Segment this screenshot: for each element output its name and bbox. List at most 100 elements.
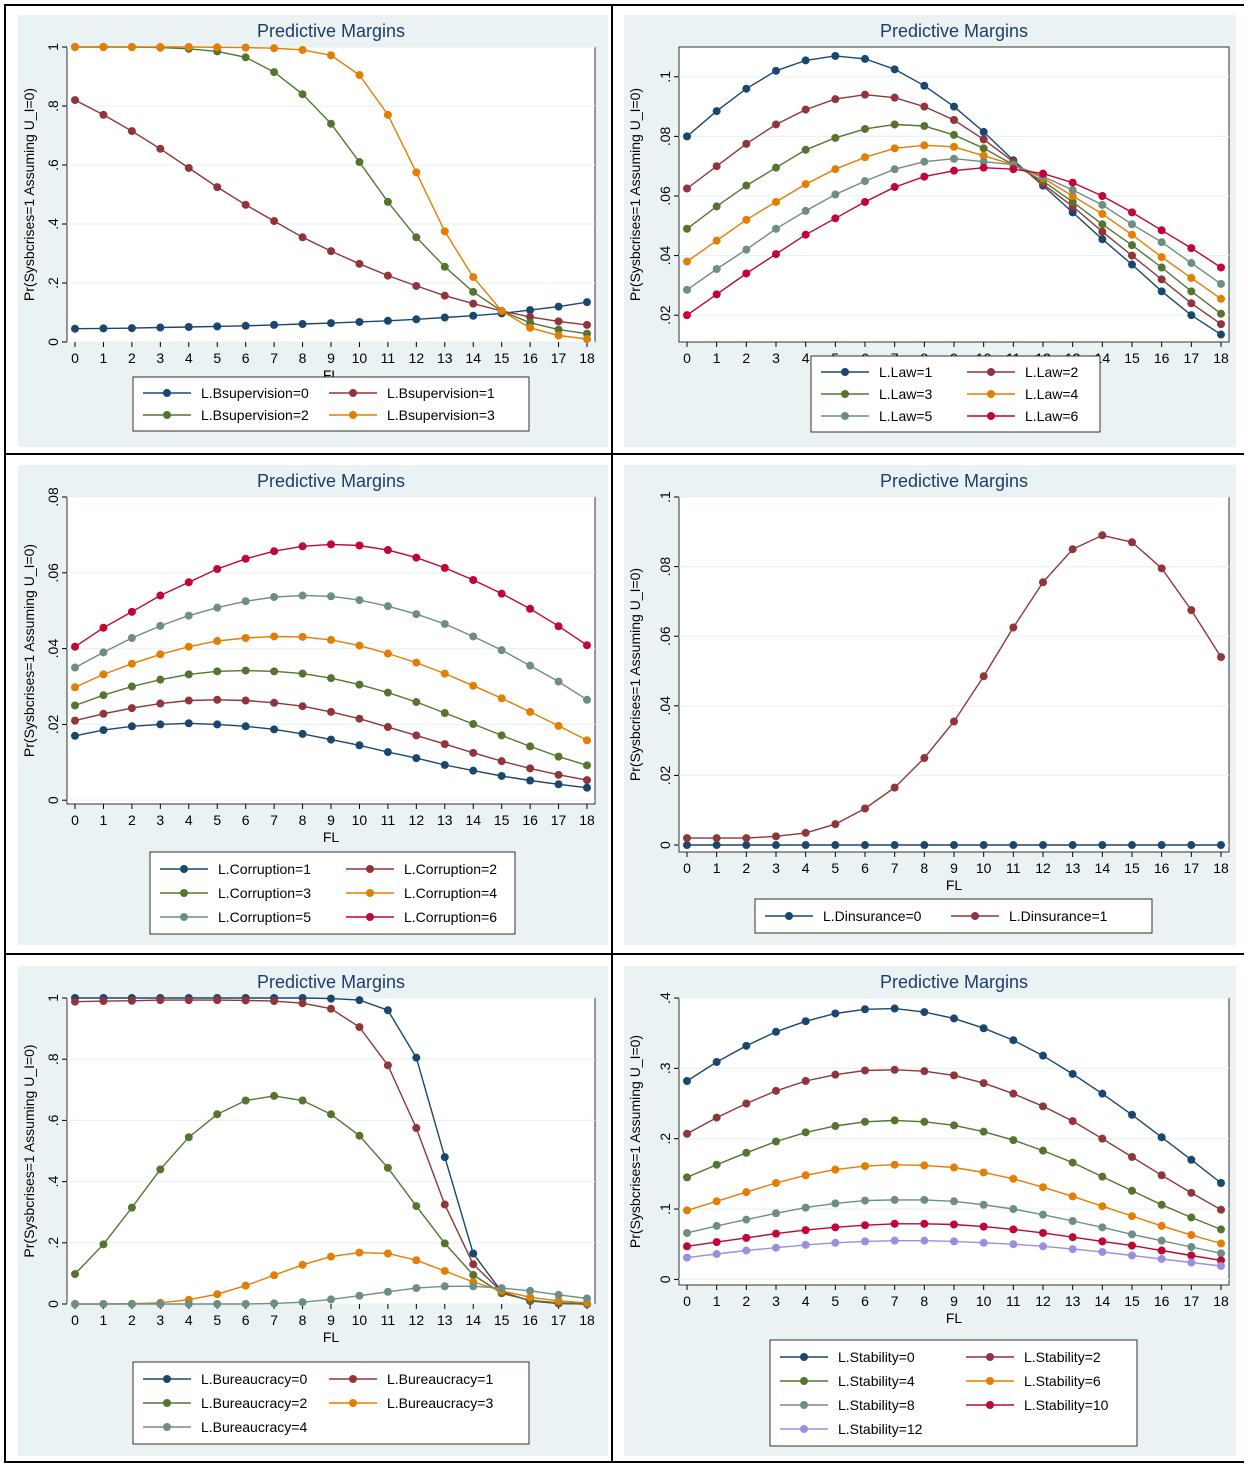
data-point-l-corruption-5: [355, 596, 364, 605]
data-point-l-bsupervision-3: [270, 44, 279, 53]
chart-svg-dinsurance: 0.02.04.06.08.10 1 2 3 4 5 6 7 8 9 10 11 12 13 14 15 16 1…: [624, 465, 1236, 945]
legend-label: L.Corruption=2: [404, 861, 497, 877]
x-tick-label: 18: [1213, 350, 1229, 366]
data-point-l-corruption-2: [99, 709, 108, 718]
chart-svg-bsupervision: 0.2.4.6.810 1 2 3 4 5 6 7 8 9 10 11 12 13 14 15 16 17 18Pr…: [18, 15, 608, 447]
data-point-l-stability-8: [1187, 1243, 1196, 1252]
data-point-l-stability-6: [772, 1179, 780, 1188]
data-point-l-law-5: [772, 224, 780, 233]
data-point-l-law-1: [950, 102, 958, 111]
data-point-l-corruption-1: [127, 722, 136, 731]
y-axis-title: Pr(Sysbcrises=1 Assuming U_I=0): [21, 1044, 37, 1257]
data-point-l-corruption-6: [412, 553, 421, 562]
data-point-l-stability-8: [1039, 1210, 1047, 1219]
legend-key-marker: [163, 411, 171, 419]
data-point-l-law-5: [801, 206, 810, 215]
legend-label: L.Stability=4: [838, 1373, 915, 1389]
data-point-l-law-1: [861, 54, 869, 63]
x-tick-label: 13: [437, 350, 453, 366]
data-point-l-stability-8: [1128, 1230, 1136, 1239]
data-point-l-bsupervision-0: [127, 324, 136, 333]
x-tick-label: 8: [920, 1293, 928, 1309]
data-point-l-stability-6: [1068, 1192, 1077, 1201]
data-point-l-bureaucracy-3: [298, 1260, 307, 1269]
data-point-l-law-4: [1128, 230, 1136, 239]
x-tick-label: 16: [1154, 1293, 1170, 1309]
data-point-l-law-5: [1128, 220, 1136, 229]
data-point-l-bsupervision-3: [184, 43, 193, 51]
data-point-l-corruption-6: [583, 641, 591, 650]
x-tick-label: 11: [1006, 860, 1021, 876]
legend-key-marker: [349, 1375, 357, 1383]
data-point-l-corruption-4: [71, 683, 79, 692]
data-point-l-law-4: [772, 197, 780, 206]
legend-label: L.Bureaucracy=2: [201, 1395, 307, 1411]
data-point-l-dinsurance-1: [1039, 578, 1047, 587]
legend-key-marker: [987, 368, 995, 376]
data-point-l-dinsurance-0: [979, 841, 988, 850]
x-tick-label: 17: [551, 812, 567, 828]
data-point-l-corruption-4: [213, 637, 222, 646]
data-point-l-corruption-5: [213, 603, 222, 612]
data-point-l-dinsurance-1: [801, 828, 810, 837]
x-tick-label: 8: [299, 350, 307, 366]
data-point-l-bsupervision-1: [355, 259, 364, 268]
data-point-l-bureaucracy-2: [469, 1270, 478, 1279]
x-tick-label: 17: [551, 350, 567, 366]
y-tick-label: .2: [45, 1237, 61, 1249]
data-point-l-stability-8: [712, 1221, 721, 1230]
data-point-l-stability-2: [772, 1086, 780, 1095]
x-tick-label: 13: [437, 812, 453, 828]
data-point-l-dinsurance-0: [1068, 841, 1077, 850]
data-point-l-stability-2: [920, 1067, 929, 1076]
data-point-l-law-3: [1128, 241, 1136, 250]
data-point-l-corruption-3: [298, 669, 307, 678]
data-point-l-bsupervision-1: [526, 312, 535, 321]
data-point-l-bsupervision-0: [327, 319, 335, 328]
legend-key-marker: [841, 412, 849, 420]
data-point-l-corruption-3: [99, 691, 108, 700]
data-point-l-bureaucracy-4: [440, 1282, 449, 1291]
y-axis-title: Pr(Sysbcrises=1 Assuming U_I=0): [21, 544, 37, 757]
data-point-l-dinsurance-1: [1009, 623, 1018, 632]
data-point-l-stability-6: [1128, 1212, 1136, 1221]
x-tick-label: 10: [352, 350, 368, 366]
data-point-l-law-6: [950, 166, 958, 175]
legend-key-marker: [163, 1375, 171, 1383]
data-point-l-stability-4: [950, 1121, 958, 1130]
data-point-l-bureaucracy-4: [497, 1284, 506, 1293]
data-point-l-corruption-3: [412, 698, 421, 707]
data-point-l-stability-4: [1217, 1225, 1225, 1234]
x-tick-label: 11: [381, 1312, 396, 1328]
data-point-l-bsupervision-0: [213, 322, 222, 331]
data-point-l-bsupervision-0: [156, 323, 165, 332]
y-axis-title: Pr(Sysbcrises=1 Assuming U_I=0): [21, 88, 37, 301]
legend-label: L.Stability=10: [1024, 1397, 1109, 1413]
data-point-l-law-3: [1157, 263, 1166, 272]
x-tick-label: 10: [976, 1293, 992, 1309]
data-point-l-law-4: [1068, 191, 1077, 200]
data-point-l-law-4: [712, 236, 721, 245]
data-point-l-corruption-5: [526, 661, 535, 670]
data-point-l-stability-4: [890, 1116, 899, 1125]
data-point-l-corruption-4: [241, 633, 250, 642]
data-point-l-dinsurance-1: [1098, 531, 1107, 540]
data-point-l-stability-2: [890, 1065, 899, 1074]
data-point-l-stability-8: [950, 1197, 958, 1206]
data-point-l-law-3: [772, 163, 780, 172]
data-point-l-corruption-5: [583, 695, 591, 704]
x-tick-label: 1: [713, 1293, 721, 1309]
data-point-l-law-1: [1187, 311, 1196, 320]
data-point-l-corruption-4: [298, 632, 307, 641]
data-point-l-bsupervision-1: [213, 183, 222, 192]
y-tick-label: .4: [45, 1176, 61, 1188]
y-tick-label: .6: [45, 1114, 61, 1126]
data-point-l-stability-0: [861, 1005, 869, 1014]
data-point-l-bureaucracy-2: [383, 1163, 392, 1172]
data-point-l-dinsurance-1: [683, 834, 691, 843]
data-point-l-law-2: [1128, 251, 1136, 260]
data-point-l-law-3: [1068, 197, 1077, 206]
legend-key-marker: [163, 1423, 171, 1431]
data-point-l-dinsurance-1: [712, 834, 721, 843]
data-point-l-corruption-3: [270, 667, 279, 676]
